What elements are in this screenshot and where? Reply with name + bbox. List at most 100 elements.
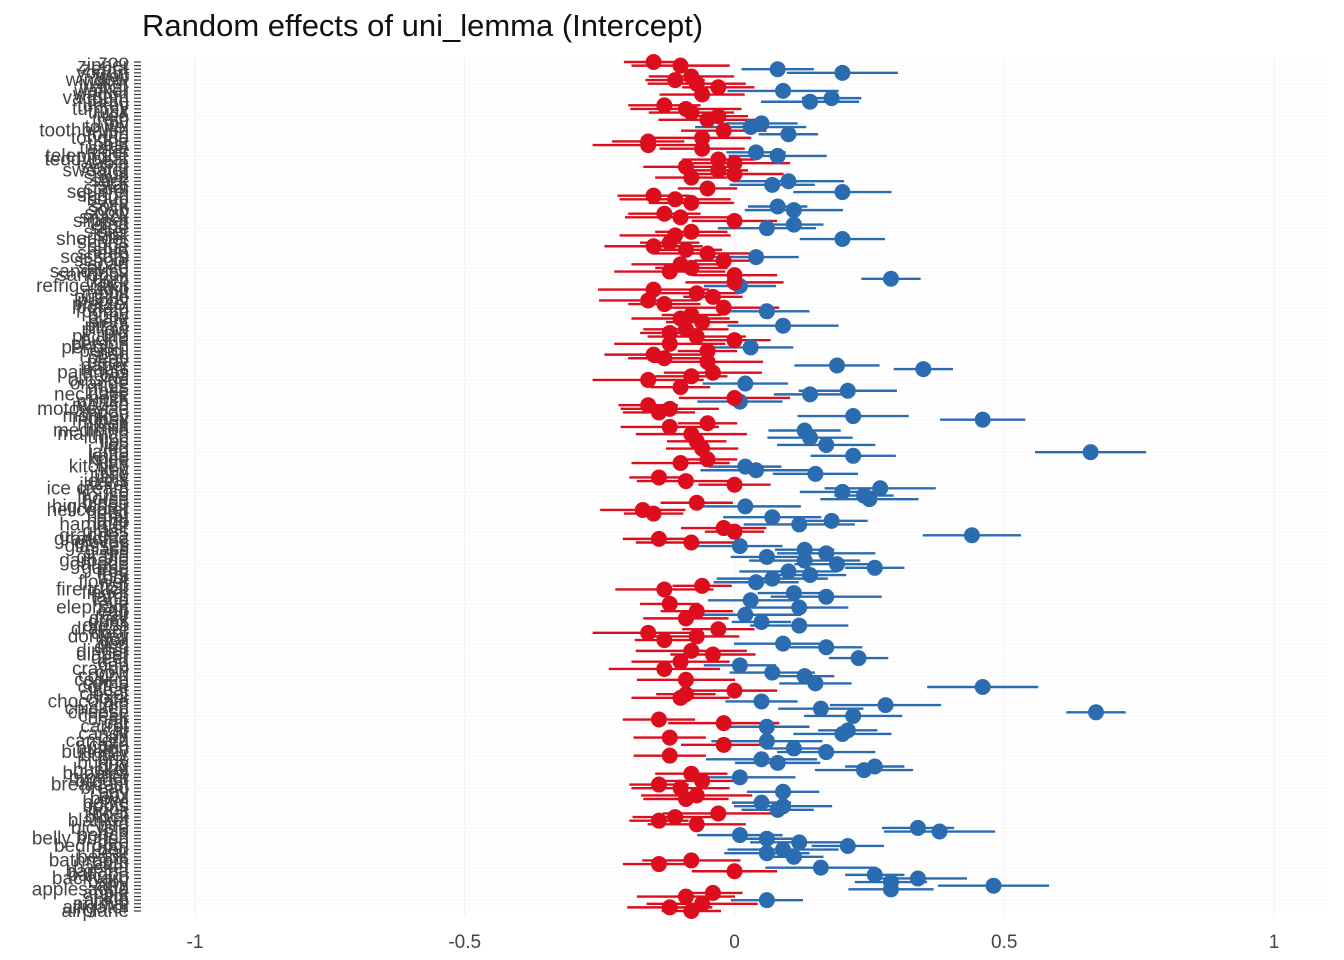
point-estimate [688, 816, 705, 833]
y-tick-label: juice [89, 464, 129, 485]
point-estimate [672, 455, 689, 472]
y-tick-label: porch [81, 301, 129, 322]
point-estimate [694, 895, 711, 912]
y-tick-label: coat [93, 681, 130, 702]
y-tick-label: snack [79, 207, 129, 228]
y-tick-label: sauce [78, 258, 129, 279]
point-estimate [758, 892, 775, 909]
y-tick-label: flower [78, 572, 129, 593]
point-estimate [780, 126, 797, 143]
y-tick-label: donkey [68, 626, 130, 647]
y-tick-label: horse [81, 489, 129, 510]
point-estimate [753, 613, 770, 630]
point-estimate [818, 436, 835, 453]
point-estimate [667, 191, 684, 208]
point-estimate [823, 90, 840, 107]
y-tick-label: helicopter [47, 500, 130, 521]
y-tick-label: picture [72, 327, 129, 348]
point-estimate [818, 744, 835, 761]
point-estimate [866, 758, 883, 775]
y-tick-label: airplane [61, 901, 129, 922]
point-estimate [683, 194, 700, 211]
point-estimate [731, 827, 748, 844]
y-tick-label: watch [78, 77, 129, 98]
y-tick-label: shoulder [56, 229, 130, 250]
point-estimate [731, 538, 748, 555]
point-estimate [715, 736, 732, 753]
y-tick-label: stairs [84, 178, 129, 199]
y-tick-label: duck [89, 608, 130, 629]
y-tick-label: head [87, 504, 129, 525]
y-tick-label: applesauce [32, 879, 129, 900]
point-estimate [866, 559, 883, 576]
y-tick-label: pizza [85, 316, 130, 337]
y-tick-label: lunch [84, 428, 129, 449]
y-tick-label: key [99, 460, 129, 481]
x-tick-label: -1 [187, 932, 204, 953]
point-estimate [699, 343, 716, 360]
y-tick-label: tooth [87, 124, 129, 145]
point-estimate [839, 722, 856, 739]
point-estimate [683, 642, 700, 659]
y-tick-label: button [76, 738, 129, 759]
y-tick-label: jacket [78, 475, 129, 496]
point-estimate [699, 415, 716, 432]
y-tick-label: fork [97, 565, 129, 586]
y-tick-label: hair [97, 518, 129, 539]
y-tick-label: bug [97, 756, 129, 777]
y-tick-label: fish [99, 576, 129, 597]
point-estimate [802, 93, 819, 110]
point-estimate [731, 657, 748, 674]
point-estimate [640, 624, 657, 641]
point-estimate [985, 877, 1002, 894]
y-tick-label: monkey [62, 406, 129, 427]
point-estimate [769, 61, 786, 78]
point-estimate [758, 303, 775, 320]
point-estimate [845, 447, 862, 464]
point-estimate [661, 729, 678, 746]
y-tick-label: lips [100, 431, 129, 452]
y-tick-label: table [88, 153, 129, 174]
point-estimate [640, 397, 657, 414]
y-tick-label: alligator [62, 897, 129, 918]
y-tick-label: kitty [95, 453, 129, 474]
point-estimate [699, 245, 716, 262]
point-estimate [656, 97, 673, 114]
y-tick-label: nose [88, 381, 129, 402]
point-estimate [650, 812, 667, 829]
point-estimate [866, 866, 883, 883]
point-estimate [688, 285, 705, 302]
y-tick-label: mouth [76, 392, 129, 413]
point-estimate [688, 787, 705, 804]
y-tick-label: cup [98, 655, 129, 676]
y-tick-label: couch [78, 666, 129, 687]
y-tick-label: spoon [77, 186, 129, 207]
point-estimate [726, 332, 743, 349]
point-estimate [775, 635, 792, 652]
point-estimate [764, 176, 781, 193]
point-estimate [683, 426, 700, 443]
point-estimate [769, 198, 786, 215]
y-tick-label: ant [103, 887, 130, 908]
point-estimate [661, 899, 678, 916]
y-tick-label: sandwich [50, 262, 129, 283]
y-tick-label: train [92, 110, 129, 131]
y-tick-label: dinner [76, 641, 129, 662]
point-estimate [882, 270, 899, 287]
y-tick-label: teddybear [44, 150, 129, 171]
y-tick-label: breakfast [51, 775, 130, 796]
y-tick-label: deer [91, 648, 130, 669]
point-estimate [807, 465, 824, 482]
y-tick-label: garage [70, 554, 129, 575]
point-estimate [829, 556, 846, 573]
point-estimate [656, 660, 673, 677]
point-estimate [748, 144, 765, 161]
x-tick-label: 1 [1269, 932, 1280, 953]
point-estimate [715, 715, 732, 732]
y-tick-label: sink [95, 225, 129, 246]
point-estimate [758, 548, 775, 565]
point-estimate [791, 599, 808, 616]
point-estimate [834, 483, 851, 500]
point-estimate [974, 679, 991, 696]
point-estimate [688, 628, 705, 645]
